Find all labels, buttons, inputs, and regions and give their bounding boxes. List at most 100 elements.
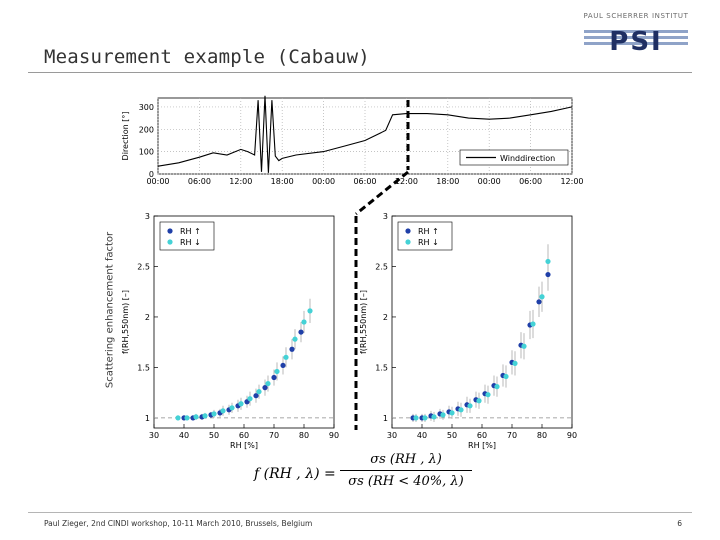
x-tick-label: 60 [477,431,487,440]
data-point [229,405,235,411]
x-tick-label: 80 [299,431,309,440]
data-point [265,380,271,387]
data-point [539,294,545,300]
data-point [512,360,518,366]
x-tick-label: 80 [537,431,547,440]
y-tick-label: 2.5 [137,262,150,271]
slide-title: Measurement example (Cabauw) [44,46,370,68]
x-tick-label: 06:00 [353,177,376,186]
scatter-chart-right: 1 1.5 2 2.5 3 30 40 50 60 70 80 90 RH [%] f(RH,550nm)… [359,212,577,450]
data-point [280,362,286,369]
data-point [413,415,419,421]
x-axis-label: RH [%] [230,441,258,450]
x-tick-label: 90 [567,431,577,440]
footer-text: Paul Zieger, 2nd CINDI workshop, 10-11 M… [44,519,313,528]
legend-marker [167,239,173,245]
series-line-winddirection [157,95,573,173]
plot-frame [391,215,573,429]
y-tick-label: 0 [149,170,154,179]
data-point [193,414,199,420]
data-point [431,414,437,420]
data-point [220,408,226,414]
logo-stripes [584,30,688,45]
data-point [292,336,298,342]
y-tick-label: 2 [383,313,388,322]
data-point [422,415,428,421]
x-tick-label: 40 [179,431,189,440]
x-tick-label: 00:00 [478,177,501,186]
x-tick-label: 30 [149,431,159,440]
x-tick-label: 90 [329,431,339,440]
x-tick-label: 12:00 [560,177,583,186]
data-point [271,374,277,381]
legend-marker [405,239,411,245]
y-tick-label: 1.5 [137,363,150,372]
connector-line-diagonal [355,170,409,216]
y-axis-label: f(RH,550nm) [–] [359,290,368,354]
x-axis-label: RH [%] [468,441,496,450]
wind-direction-chart: 0 100 200 300 00:00 06:00 12:00 18:00 00:00 06:00… [121,95,584,186]
legend-box [159,221,215,251]
formula-numerator: σs (RH , λ) [370,452,442,467]
page-number: 6 [677,519,682,528]
scatter-chart-left: 1 1.5 2 2.5 3 30 40 50 60 70 80 90 RH [%] f(RH,550nm)… [121,212,339,450]
data-point [256,389,262,395]
data-point [211,411,217,417]
data-point [476,398,482,404]
formula-denominator: σs (RH < 40%, λ) [348,474,464,489]
x-tick-label: 00:00 [312,177,335,186]
title-divider [28,72,692,73]
legend-label: RH ↓ [180,238,201,247]
data-point [545,271,551,278]
x-tick-label: 50 [447,431,457,440]
formula-fraction-bar [340,470,472,471]
y-tick-label: 3 [383,212,388,221]
legend-box [397,221,453,251]
data-point [494,384,500,390]
data-point [202,413,208,419]
data-point [458,407,464,413]
y-tick-label: 100 [139,148,154,157]
legend-marker [405,228,411,234]
x-tick-label: 12:00 [229,177,252,186]
x-tick-label: 06:00 [519,177,542,186]
y-tick-label: 1 [145,414,150,423]
data-point [545,258,551,265]
y-tick-label: 2.5 [375,262,388,271]
data-point [283,354,289,360]
logo-caption: PAUL SCHERRER INSTITUT [583,12,688,20]
data-point [467,403,473,409]
y-tick-label: 3 [145,212,150,221]
legend-label: RH ↑ [418,227,439,236]
data-point [175,415,181,421]
data-point [301,319,307,325]
psi-logo: PAUL SCHERRER INSTITUT PSI [583,12,688,56]
footer-divider [28,512,692,513]
x-tick-label: 70 [507,431,517,440]
data-point [184,415,190,421]
x-tick-label: 12:00 [395,177,418,186]
x-tick-label: 30 [387,431,397,440]
legend-box [459,149,569,166]
legend-label: RH ↑ [180,227,201,236]
legend-label: Winddirection [500,154,555,163]
data-point [530,321,536,327]
logo-wordmark: PSI [609,27,662,56]
x-tick-label: 70 [269,431,279,440]
y-tick-label: 1.5 [375,363,388,372]
legend-label: RH ↓ [418,238,439,247]
data-point [485,392,491,398]
data-point [274,368,280,375]
x-tick-label: 00:00 [146,177,169,186]
data-point [253,393,259,399]
y-tick-label: 1 [383,414,388,423]
x-tick-label: 40 [417,431,427,440]
data-point [521,343,527,349]
data-point [440,412,446,418]
y-tick-label: 200 [139,125,154,134]
x-tick-label: 06:00 [188,177,211,186]
enhancement-formula: f (RH , λ) = σs (RH , λ) σs (RH < 40%, λ… [254,452,474,502]
data-point [536,299,542,305]
data-point [307,308,313,314]
x-tick-label: 50 [209,431,219,440]
